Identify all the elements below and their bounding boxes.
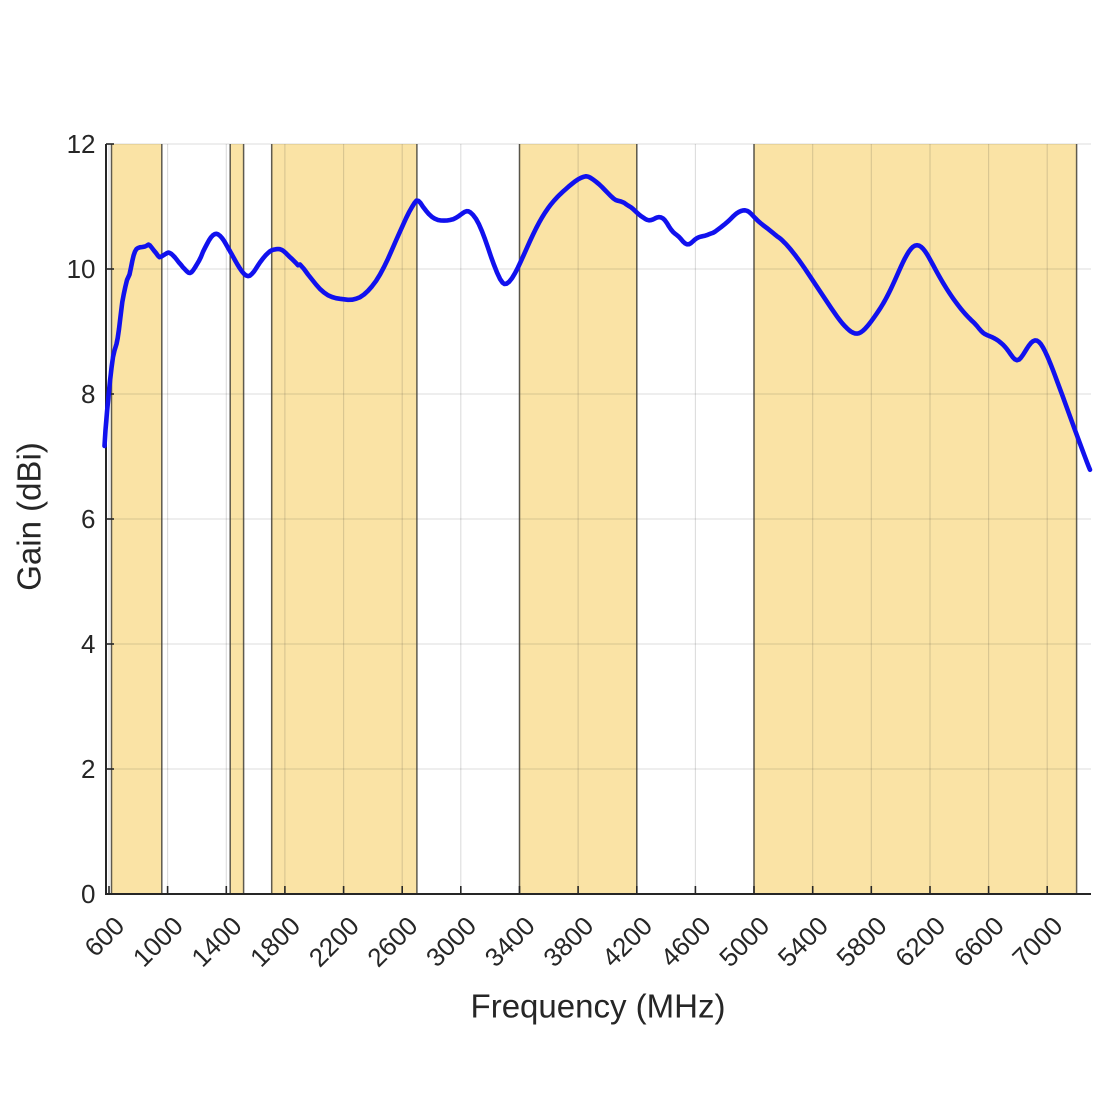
svg-text:6: 6: [81, 504, 95, 534]
svg-text:Gain (dBi): Gain (dBi): [11, 442, 48, 591]
svg-text:Frequency (MHz): Frequency (MHz): [471, 988, 726, 1025]
svg-text:10: 10: [67, 254, 96, 284]
svg-text:0: 0: [81, 879, 95, 909]
svg-text:2: 2: [81, 754, 95, 784]
svg-text:12: 12: [67, 129, 96, 159]
svg-text:8: 8: [81, 379, 95, 409]
svg-text:4: 4: [81, 629, 95, 659]
